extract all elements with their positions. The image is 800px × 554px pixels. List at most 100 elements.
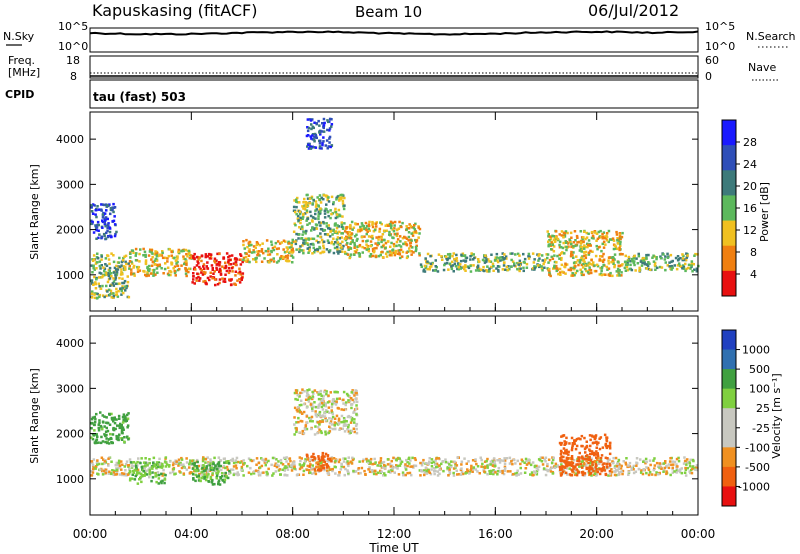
echo-cell [589,471,593,475]
echo-cell [278,242,282,245]
echo-cell [596,454,600,457]
echo-cell [272,472,275,475]
echo-cell [403,235,406,239]
echo-cell [657,473,660,476]
echo-cell [330,457,333,460]
echo-cell [467,460,470,463]
echo-cell [468,472,471,475]
echo-cell [118,426,121,430]
echo-cell [360,222,364,225]
echo-cell [624,263,628,267]
echo-cell [202,470,206,473]
echo-cell [338,428,341,431]
echo-cell [444,255,448,258]
echo-cell [496,260,500,264]
echo-cell [145,469,148,473]
echo-cell [293,463,296,467]
echo-cell [595,244,598,248]
echo-cell [334,427,337,431]
echo-cell [234,472,238,476]
echo-cell [106,421,110,425]
echo-cell [596,264,600,268]
echo-cell [323,460,327,464]
echo-cell [316,421,320,424]
echo-cell [374,461,377,464]
echo-cell [574,447,578,451]
echo-cell [571,462,575,465]
echo-cell [281,468,284,471]
echo-cell [590,457,593,460]
echo-cell [429,262,433,265]
echo-cell [346,394,350,397]
echo-cell [333,465,336,468]
echo-cell [270,249,273,253]
echo-cell [691,465,695,468]
echo-cell [121,272,124,276]
echo-cell [189,459,192,462]
echo-cell [249,466,252,470]
colorbar-tick-label: -1000 [738,480,770,493]
echo-cell [113,416,116,419]
echo-cell [114,268,118,271]
echo-cell [122,281,126,285]
echo-cell [630,268,634,272]
echo-cell [399,245,403,248]
echo-cell [564,442,568,445]
echo-cell [326,469,329,472]
echo-cell [204,478,208,482]
echo-cell [300,466,304,469]
echo-cell [377,241,380,245]
echo-cell [100,426,103,429]
echo-cell [312,243,315,246]
echo-cell [146,461,150,465]
echo-cell [365,457,368,461]
echo-cell [572,266,575,269]
echo-cell [292,230,296,233]
echo-cell [279,458,283,462]
echo-cell [577,456,580,459]
echo-cell [391,249,394,252]
echo-cell [647,468,651,472]
echo-cell [432,269,435,272]
echo-cell [336,248,339,251]
echo-cell [422,469,426,472]
echo-cell [617,473,620,477]
echo-cell [285,466,288,470]
echo-cell [569,461,572,464]
echo-cell [127,465,130,468]
echo-cell [318,402,321,406]
echo-cell [455,469,458,472]
echo-cell [196,260,199,263]
echo-cell [301,244,304,247]
echo-cell [298,250,301,254]
echo-cell [580,270,584,274]
echo-cell [552,250,556,253]
echo-cell [168,248,171,251]
echo-cell [398,244,401,247]
echo-cell [602,240,606,244]
echo-cell [541,269,544,272]
echo-cell [552,238,556,241]
echo-cell [394,249,397,253]
echo-cell [510,265,513,268]
echo-cell [110,441,114,445]
echo-cell [121,426,125,429]
echo-cell [569,231,573,235]
echo-cell [123,465,126,468]
echo-cell [542,262,545,266]
echo-cell [321,250,324,254]
echo-cell [429,254,432,258]
echo-cell [290,245,293,249]
echo-cell [381,233,385,236]
echo-cell [602,252,605,256]
echo-cell [217,456,221,459]
echo-cell [690,262,694,265]
echo-cell [342,424,346,427]
echo-cell [367,461,370,465]
echo-cell [116,295,120,298]
echo-cell [525,266,529,269]
echo-cell [218,264,221,267]
echo-cell [592,441,595,444]
echo-cell [620,464,623,468]
echo-cell [304,203,308,207]
